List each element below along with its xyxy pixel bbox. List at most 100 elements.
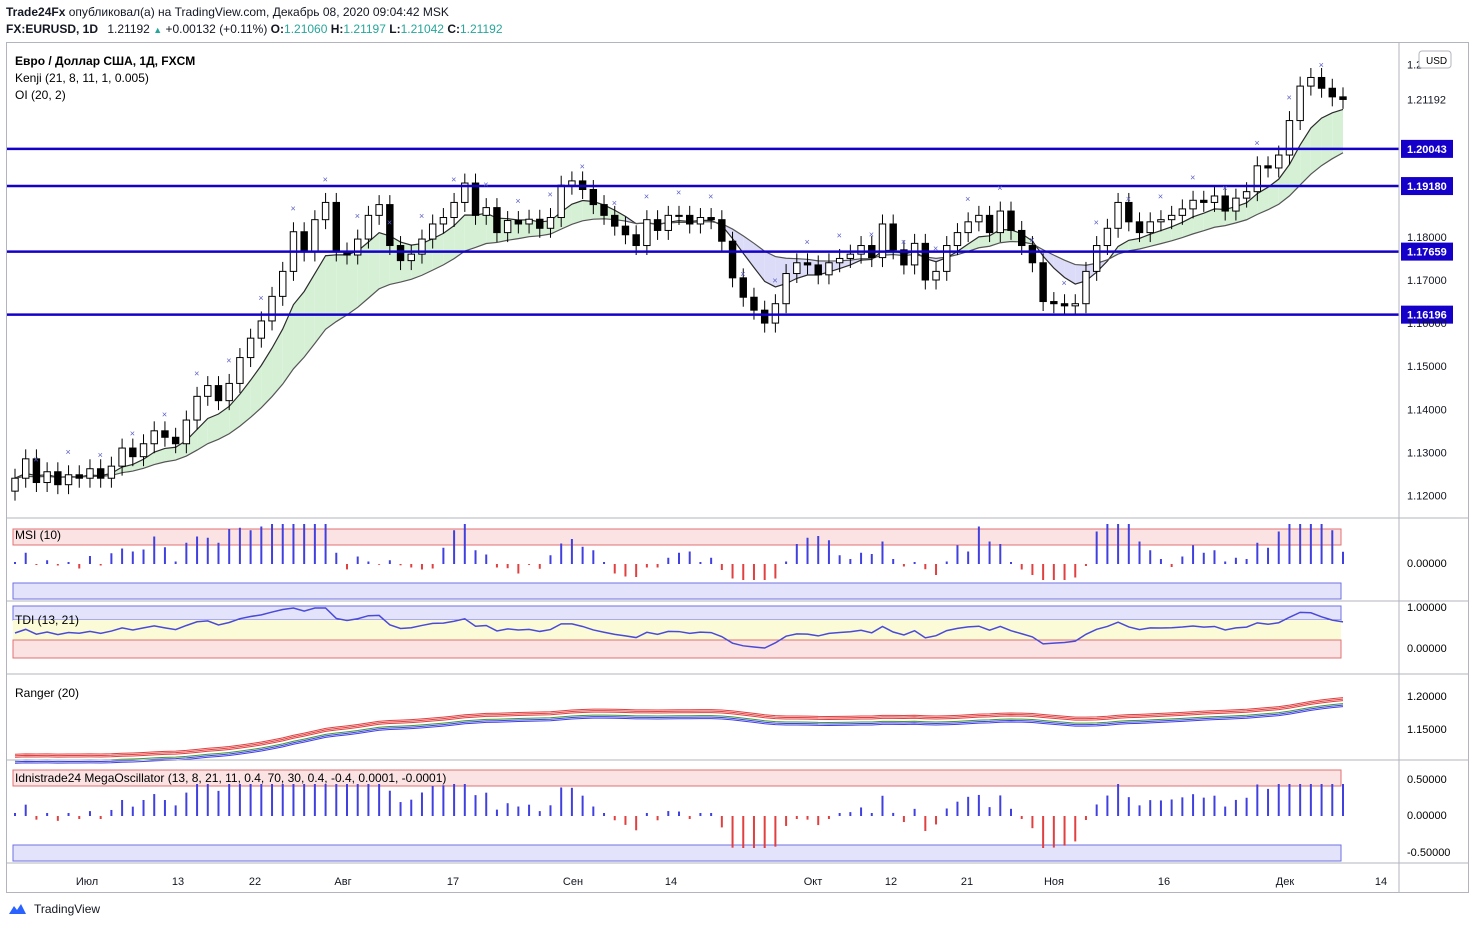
time-axis: Июл 13 22 Авг 17 Сен 14 Окт 12 21 Ноя 16 Дек 14 (76, 876, 1387, 888)
candle-body (1007, 210, 1015, 231)
candle-body (43, 471, 51, 484)
indicator-kenji: Kenji (21, 8, 11, 1, 0.005) (15, 71, 149, 85)
candle-body (171, 436, 180, 445)
kenji-cloud-segment (1289, 144, 1301, 196)
kenji-cloud-segment (443, 225, 455, 265)
candle-body (1060, 303, 1069, 307)
time-axis-label: 16 (1158, 876, 1170, 888)
price-axis: 1.220001.211921.200431.191801.180001.176… (1401, 60, 1453, 502)
signal-marker: × (772, 276, 777, 286)
candle-body (600, 204, 608, 216)
tdi-line (14, 607, 1344, 649)
signal-marker: × (901, 237, 906, 247)
main-title: Евро / Доллар США, 1Д, FXCM (15, 54, 195, 68)
kenji-cloud-segment (282, 304, 294, 385)
candle-body (461, 182, 469, 203)
kenji-cloud-segment (1064, 260, 1076, 285)
usd-button[interactable]: USD (1418, 50, 1452, 69)
candle-body (236, 357, 244, 384)
tdi-axis-zero: 0.00000 (1407, 643, 1447, 655)
candle-body (407, 253, 415, 262)
publish-info: опубликовал(а) на TradingView.com, Декаб… (68, 5, 449, 19)
price-level-tag (1401, 242, 1453, 261)
candle-body (311, 219, 319, 253)
candle-body (632, 234, 640, 247)
candle-body (300, 231, 308, 253)
msi-axis-zero: 0.00000 (1407, 558, 1447, 570)
candle-body (396, 245, 405, 262)
price-axis-label: 1.20043 (1407, 144, 1447, 156)
candle-body (225, 382, 233, 402)
kenji-cloud-segment (1278, 164, 1290, 205)
kenji-cloud-segment (336, 254, 347, 322)
candle-body (664, 214, 673, 231)
kenji-cloud-segment (978, 235, 990, 248)
kenji-cloud-segment (1310, 118, 1322, 175)
chart-frame[interactable]: × × × × × × × × × × × × × × × × × × × × × × × × × × × × × × × × × × × × × × × ×… (6, 42, 1469, 893)
candle-body (1232, 197, 1240, 212)
signal-marker: × (1286, 93, 1291, 103)
time-axis-label: 14 (665, 876, 677, 888)
candle-body (279, 270, 287, 297)
candle-body (557, 184, 565, 219)
kenji-cloud-segment (250, 365, 262, 418)
candle-body (1157, 219, 1165, 223)
signal-marker: × (1319, 60, 1324, 70)
kenji-cloud-segment (1203, 208, 1215, 231)
kenji-cloud-segment (368, 232, 380, 299)
candle-body (375, 204, 383, 216)
kenji-cloud-segment (1332, 109, 1343, 159)
symbol-label: FX:EURUSD, 1D (6, 22, 99, 36)
kenji-cloud-segment (207, 414, 219, 444)
signal-marker: × (547, 190, 552, 200)
candle-body (64, 474, 73, 486)
ranger-band-line (14, 700, 1344, 758)
candle-body (21, 458, 30, 479)
candle-body (1114, 201, 1122, 229)
kenji-cloud-segment (1160, 226, 1172, 244)
time-axis-label: Авг (334, 876, 351, 888)
usd-button-label[interactable]: USD (1426, 56, 1447, 67)
candle-body (1092, 245, 1101, 272)
price-axis-label: 1.21192 (1407, 94, 1446, 106)
kenji-cloud-segment (1321, 112, 1333, 166)
candle-body (54, 471, 62, 486)
candle-body (985, 214, 994, 234)
kenji-cloud-segment (1053, 255, 1065, 278)
candle-body (889, 223, 897, 251)
chart-svg[interactable]: × × × × × × × × × × × × × × × × × × × × × × × × × × × × × × × × × × × × × × × ×… (7, 43, 1468, 892)
msi-pane: MSI (10) (12, 524, 1344, 600)
high-label: H: (330, 22, 344, 36)
candle-body (493, 207, 501, 234)
kenji-cloud-segment (143, 452, 155, 469)
candle-body (182, 419, 191, 445)
signal-marker: × (612, 198, 617, 208)
kenji-cloud-segment (314, 255, 326, 344)
signal-marker: × (1190, 172, 1195, 182)
signal-marker: × (740, 269, 745, 279)
price-axis-label: 1.16196 (1407, 310, 1447, 322)
signal-marker: × (1222, 183, 1227, 193)
candle-body (685, 214, 694, 225)
candle-body (568, 180, 576, 186)
candle-body (1039, 262, 1047, 303)
footer-brand[interactable]: TradingView (34, 902, 101, 916)
candle-body (793, 262, 801, 275)
kenji-cloud-segment (1193, 213, 1204, 234)
mega-axis-low: -0.50000 (1407, 847, 1450, 859)
ranger-band-line (14, 698, 1344, 757)
close-label: C: (447, 22, 460, 36)
candle-body (1317, 76, 1326, 89)
kenji-cloud-segment (197, 418, 208, 451)
candle-body (621, 225, 630, 236)
kenji-cloud-segment (379, 232, 390, 289)
price-axis-label: 1.12000 (1407, 490, 1447, 502)
signal-marker: × (98, 450, 103, 460)
signal-marker: × (387, 218, 392, 228)
time-axis-label: 13 (172, 876, 184, 888)
kenji-cloud-segment (764, 251, 776, 287)
kenji-cloud-segment (1128, 238, 1140, 251)
kenji-cloud-segment (261, 348, 273, 408)
signal-marker: × (419, 211, 424, 221)
high-value: 1.21197 (343, 22, 386, 36)
